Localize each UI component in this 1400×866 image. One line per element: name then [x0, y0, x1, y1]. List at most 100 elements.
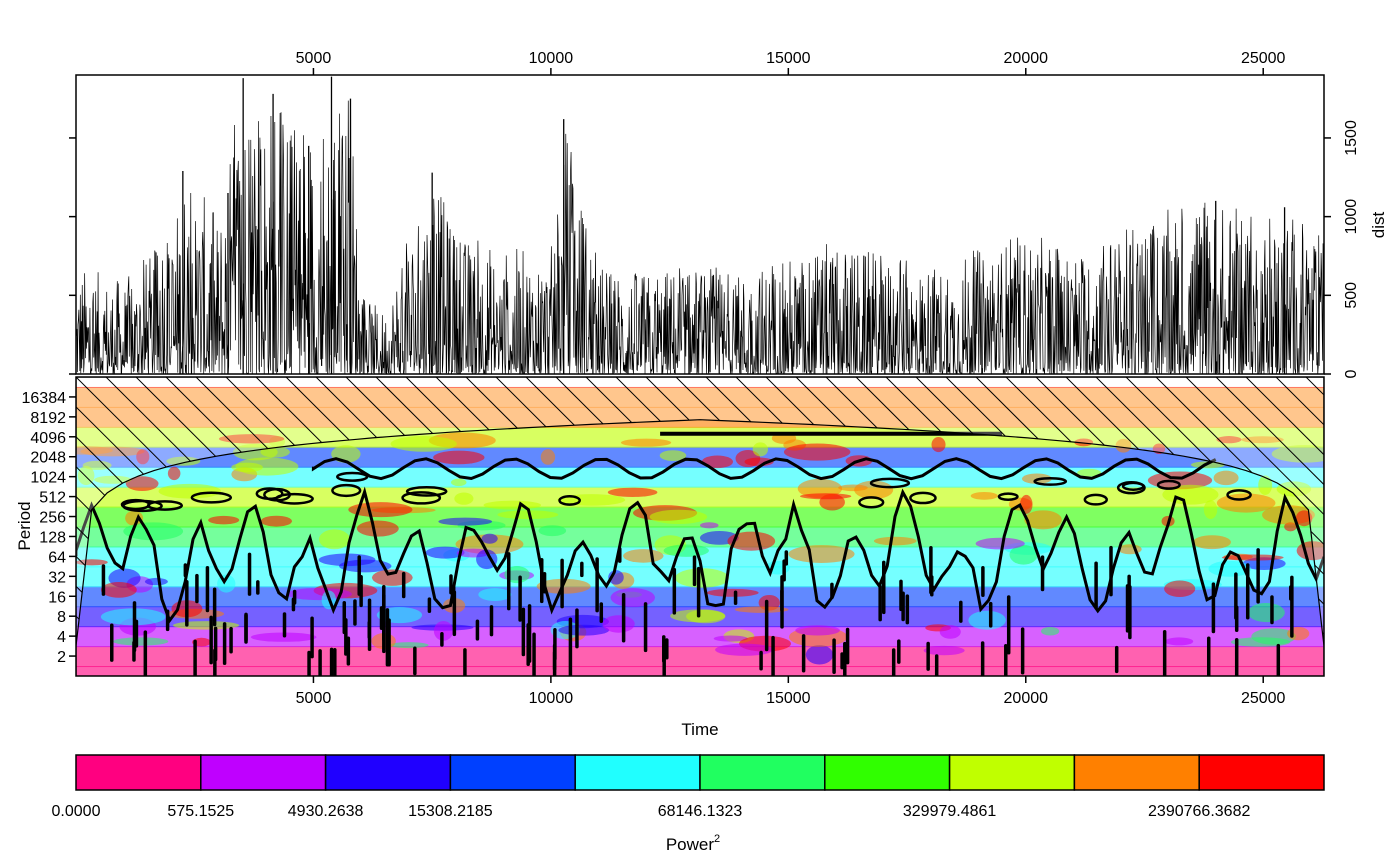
power-blob — [433, 620, 454, 641]
color-key-title: Power2 — [666, 833, 720, 854]
significance-contour — [274, 492, 314, 505]
time-tick-label: 10000 — [529, 690, 574, 707]
power-blob — [483, 500, 542, 510]
power-blob — [931, 437, 946, 453]
power-blob — [975, 537, 1025, 550]
coi-hatch-line — [1215, 377, 1324, 676]
power-blob — [123, 522, 184, 541]
color-key-cell — [1073, 754, 1200, 791]
period-tick-label: 1024 — [30, 470, 66, 487]
power-blob — [208, 515, 240, 525]
significance-contour — [331, 483, 362, 498]
power-blob — [1258, 475, 1273, 495]
power-blob — [538, 525, 567, 537]
y-axis-label-period: Period — [15, 501, 34, 550]
power-blob — [1009, 544, 1038, 565]
power-blob — [94, 475, 132, 484]
power-blob — [838, 484, 868, 492]
significance-contour — [1121, 481, 1145, 491]
power-blob — [454, 492, 474, 505]
power-blob — [623, 549, 664, 563]
power-blob — [540, 449, 556, 465]
color-key-label: 575.1525 — [167, 803, 234, 820]
power-blob — [1147, 471, 1213, 490]
time-series-frame — [75, 74, 1325, 375]
power-blob — [166, 456, 201, 466]
power-blob — [504, 566, 530, 584]
power-blob — [923, 645, 965, 656]
power-blob — [260, 446, 290, 458]
significance-contour — [1226, 489, 1252, 501]
time-tick-label: 15000 — [766, 690, 811, 707]
time-axis: 5000 10000 15000 20000 25000 — [296, 676, 1286, 707]
power-band — [76, 646, 1324, 668]
color-key-label: 4930.2638 — [288, 803, 364, 820]
power-blob — [1230, 637, 1291, 647]
dist-series-path — [76, 100, 1324, 374]
power-blob — [939, 625, 961, 639]
x-axis-label-time: Time — [681, 720, 718, 739]
power-blob — [1115, 438, 1132, 453]
power-blob — [450, 478, 467, 487]
significance-contour — [858, 496, 885, 509]
wavelet-panel: 248163264128256512102420484096819216384 … — [15, 376, 1400, 739]
power-blob — [699, 522, 719, 529]
wavelet-frame — [75, 376, 1325, 677]
power-blob — [734, 606, 789, 613]
significance-contour — [869, 477, 911, 489]
power-blob — [1164, 580, 1196, 597]
power-band — [76, 446, 1324, 468]
significance-contour — [255, 487, 284, 501]
power-band — [76, 386, 1324, 388]
power-blob — [1247, 602, 1285, 623]
top-x-tick-label: 5000 — [296, 50, 332, 67]
power-blob — [231, 462, 263, 473]
significance-contour — [997, 492, 1019, 501]
power-blob — [686, 609, 726, 624]
power-blob — [433, 450, 485, 465]
power-blob — [390, 435, 457, 452]
power-blob — [425, 546, 465, 559]
coi-hatch-line — [1336, 377, 1400, 676]
period-tick-label: 512 — [39, 490, 66, 507]
power-blob — [800, 493, 852, 500]
y-axis-label-dist: dist — [1369, 212, 1388, 239]
power-blob — [805, 645, 834, 665]
power-blob — [788, 545, 855, 563]
top-x-tick-label: 10000 — [529, 50, 574, 67]
power-blob — [319, 529, 350, 550]
power-blob — [1213, 470, 1239, 486]
power-blob — [348, 502, 413, 518]
time-series-panel: 5000 10000 15000 20000 25000 0 500 1000 1500 di… — [69, 50, 1388, 378]
period-tick-label: 2048 — [30, 450, 66, 467]
power-blob — [649, 509, 708, 524]
color-key-cell — [574, 754, 701, 791]
power-blob — [1203, 500, 1218, 520]
power-blob — [735, 449, 761, 468]
top-x-tick-label: 25000 — [1241, 50, 1286, 67]
period-tick-label: 8192 — [30, 410, 66, 427]
power-blob — [701, 455, 734, 469]
power-band — [76, 426, 1324, 448]
power-blob — [260, 515, 293, 527]
color-key-label: 329979.4861 — [903, 803, 997, 820]
period-tick-label: 16 — [48, 589, 66, 606]
power-blob — [659, 450, 687, 462]
right-y-tick-label: 1500 — [1343, 120, 1360, 156]
color-key-label: 68146.1323 — [658, 803, 743, 820]
period-tick-label: 256 — [39, 510, 66, 527]
power-blob — [481, 533, 498, 544]
dist-series-line — [76, 76, 1324, 374]
color-key-cell — [1198, 754, 1325, 791]
power-blob — [854, 480, 894, 500]
power-blob — [125, 476, 159, 492]
significance-contour — [1083, 493, 1108, 506]
power-band — [76, 666, 1324, 676]
power-blob — [478, 588, 512, 601]
color-key-label: 15308.2185 — [408, 803, 493, 820]
color-key-label: 2390766.3682 — [1148, 803, 1250, 820]
power-blob — [1271, 445, 1324, 463]
color-key-cell — [449, 754, 576, 791]
power-blob — [752, 442, 769, 457]
